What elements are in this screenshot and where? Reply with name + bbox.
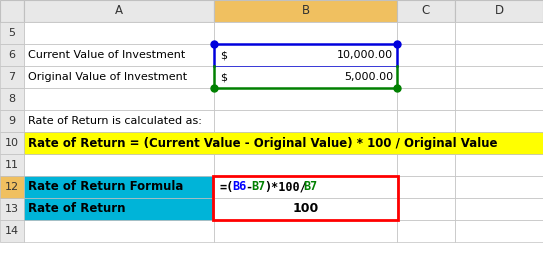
Bar	[397, 66, 455, 88]
Text: 9: 9	[9, 116, 16, 126]
Bar	[24, 132, 543, 154]
Bar	[24, 22, 214, 44]
Bar	[0, 110, 24, 132]
Bar	[24, 66, 214, 88]
Text: B6: B6	[232, 180, 246, 194]
Bar	[24, 44, 214, 66]
Bar	[24, 110, 214, 132]
Bar	[397, 88, 455, 110]
Text: Rate of Return is calculated as:: Rate of Return is calculated as:	[28, 116, 202, 126]
Bar	[397, 198, 455, 220]
Bar	[214, 44, 397, 66]
Bar	[214, 220, 397, 242]
Bar	[0, 66, 24, 88]
Text: 8: 8	[9, 94, 16, 104]
Bar	[0, 44, 24, 66]
Text: 11: 11	[5, 160, 19, 170]
Bar	[397, 220, 455, 242]
Bar	[0, 132, 24, 154]
Bar	[455, 110, 543, 132]
Bar	[455, 88, 543, 110]
Text: 14: 14	[5, 226, 19, 236]
Bar	[0, 220, 24, 242]
Bar	[24, 176, 214, 198]
Text: B7: B7	[251, 180, 266, 194]
Bar	[397, 110, 455, 132]
Bar	[397, 132, 455, 154]
Bar	[455, 198, 543, 220]
Text: )*100/: )*100/	[264, 180, 307, 194]
Bar	[397, 44, 455, 66]
Bar	[455, 220, 543, 242]
Bar	[0, 176, 24, 198]
Bar	[455, 176, 543, 198]
Text: D: D	[495, 5, 503, 17]
Bar	[214, 66, 397, 88]
Bar	[0, 0, 24, 22]
Bar	[455, 0, 543, 22]
Text: 7: 7	[9, 72, 16, 82]
Bar	[24, 154, 214, 176]
Text: A: A	[115, 5, 123, 17]
Bar	[397, 176, 455, 198]
Bar	[24, 132, 214, 154]
Text: 100: 100	[292, 202, 319, 216]
Text: Rate of Return Formula: Rate of Return Formula	[28, 180, 184, 194]
Bar	[214, 22, 397, 44]
Text: Rate of Return = (Current Value - Original Value) * 100 / Original Value: Rate of Return = (Current Value - Origin…	[28, 136, 497, 150]
Text: 5,000.00: 5,000.00	[344, 72, 393, 82]
Bar	[455, 132, 543, 154]
Bar	[455, 154, 543, 176]
Bar	[24, 220, 214, 242]
Bar	[214, 0, 397, 22]
Bar	[0, 198, 24, 220]
Bar	[0, 176, 24, 198]
Bar	[213, 176, 398, 220]
Bar	[214, 198, 397, 220]
Bar	[24, 88, 214, 110]
Text: 13: 13	[5, 204, 19, 214]
Bar	[24, 198, 214, 220]
Bar	[0, 22, 24, 44]
Bar	[24, 0, 214, 22]
Bar	[214, 154, 397, 176]
Text: =(: =(	[219, 180, 233, 194]
Text: $: $	[220, 50, 227, 60]
Text: -: -	[245, 180, 252, 194]
Text: 12: 12	[5, 182, 19, 192]
Bar	[24, 176, 214, 198]
Bar	[0, 88, 24, 110]
Bar	[455, 22, 543, 44]
Text: 5: 5	[9, 28, 16, 38]
Bar	[455, 44, 543, 66]
Bar	[397, 0, 455, 22]
Bar	[397, 22, 455, 44]
Text: 6: 6	[9, 50, 16, 60]
Bar	[214, 88, 397, 110]
Text: C: C	[422, 5, 430, 17]
Bar	[214, 176, 397, 198]
Bar	[0, 154, 24, 176]
Text: Current Value of Investment: Current Value of Investment	[28, 50, 185, 60]
Text: $: $	[220, 72, 227, 82]
Text: 10: 10	[5, 138, 19, 148]
Text: 10,000.00: 10,000.00	[337, 50, 393, 60]
Bar	[214, 132, 397, 154]
Text: Rate of Return: Rate of Return	[28, 202, 125, 216]
Bar	[455, 66, 543, 88]
Bar	[214, 110, 397, 132]
Text: Original Value of Investment: Original Value of Investment	[28, 72, 187, 82]
Text: B7: B7	[304, 180, 318, 194]
Bar	[24, 198, 214, 220]
Bar	[397, 154, 455, 176]
Text: B: B	[301, 5, 310, 17]
